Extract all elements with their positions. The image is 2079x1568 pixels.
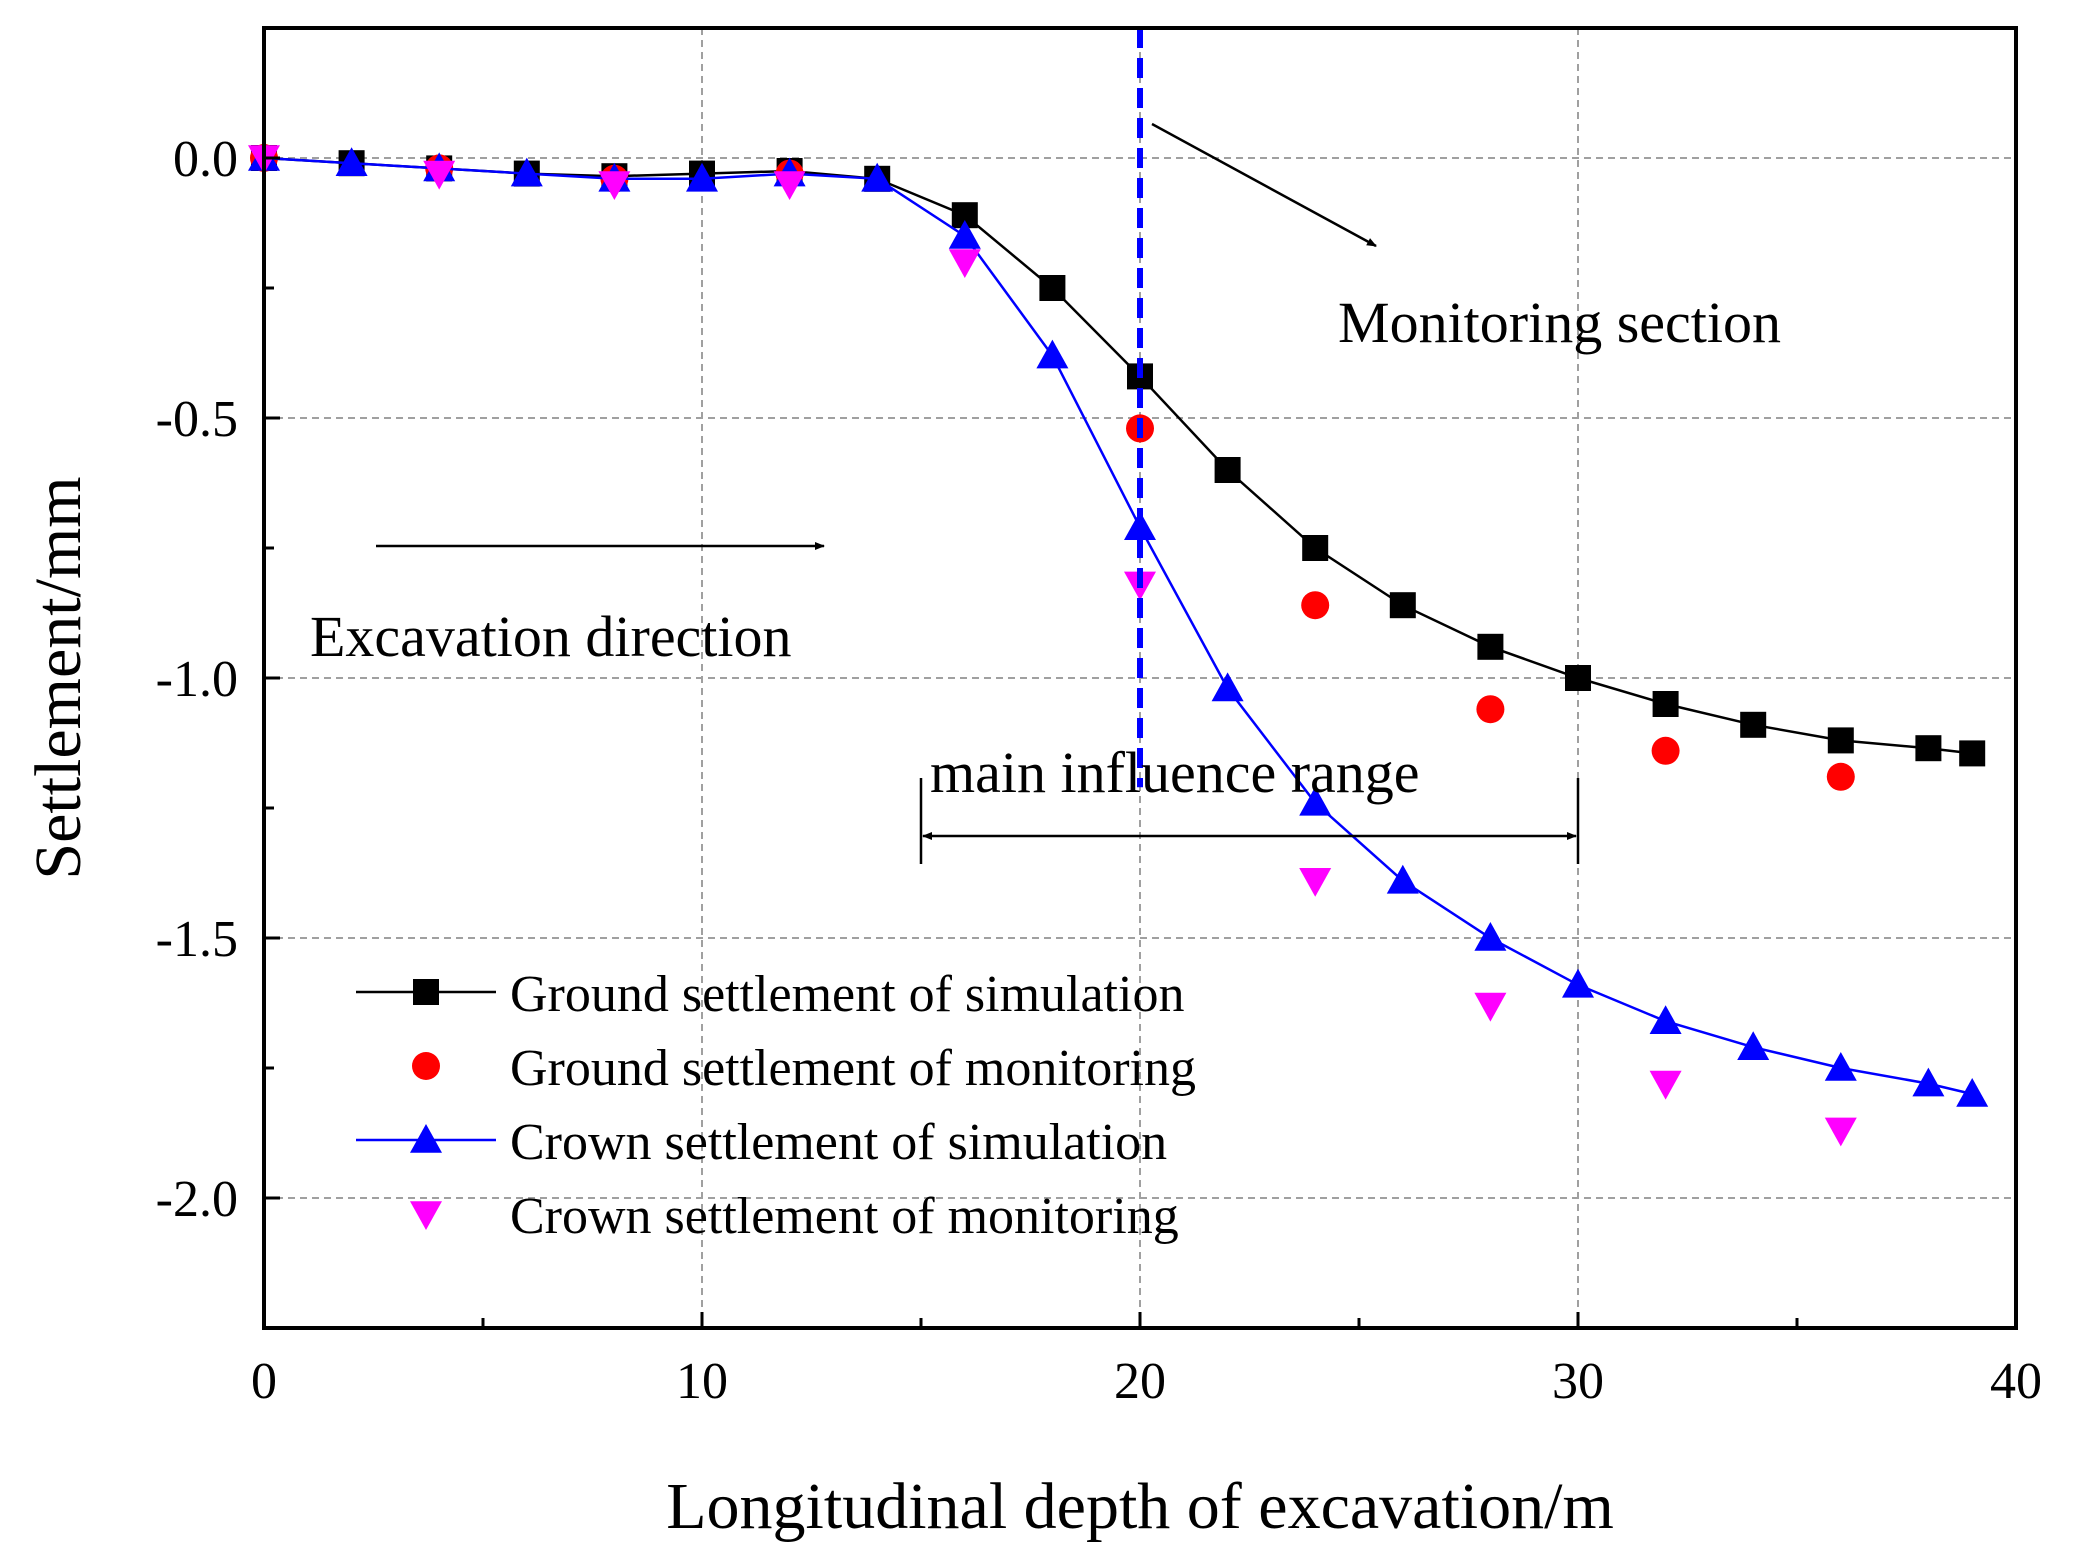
x-tick-label: 40 bbox=[1990, 1353, 2042, 1410]
x-axis-title: Longitudinal depth of excavation/m bbox=[666, 1470, 1614, 1543]
x-tick-label: 30 bbox=[1552, 1353, 1604, 1410]
triangle-down-point bbox=[423, 160, 456, 190]
triangle-up-point bbox=[1474, 922, 1507, 951]
x-tick-label: 10 bbox=[676, 1353, 728, 1410]
triangle-up-point bbox=[1299, 786, 1332, 816]
annotations: Monitoring section Excavation direction … bbox=[310, 28, 1781, 864]
triangle-up-point bbox=[686, 162, 718, 192]
triangle-up-point bbox=[1912, 1067, 1945, 1097]
circle-point bbox=[1301, 591, 1330, 620]
series-0 bbox=[251, 145, 1986, 767]
triangle-down-point bbox=[948, 249, 981, 278]
y-tick-label: -0.5 bbox=[156, 391, 238, 448]
square-point bbox=[1740, 711, 1767, 738]
triangle-up-point bbox=[410, 1124, 442, 1153]
triangle-up-point bbox=[1386, 864, 1419, 894]
triangle-up-point bbox=[1956, 1078, 1989, 1107]
square-point bbox=[1652, 691, 1679, 717]
square-point bbox=[1389, 592, 1416, 619]
y-tick-label: -1.0 bbox=[156, 651, 238, 708]
triangle-up-point bbox=[1649, 1005, 1682, 1034]
triangle-up-point bbox=[948, 220, 981, 249]
triangle-down-point bbox=[1474, 992, 1507, 1022]
triangle-down-point bbox=[773, 171, 806, 200]
y-tick-label: 0.0 bbox=[173, 131, 238, 188]
y-tick-label: -2.0 bbox=[156, 1171, 238, 1228]
monitoring-section-label: Monitoring section bbox=[1338, 290, 1781, 355]
circle-point bbox=[1826, 762, 1855, 791]
triangle-up-point bbox=[1824, 1052, 1857, 1081]
triangle-up-point bbox=[1737, 1031, 1770, 1060]
legend-item: Crown settlement of simulation bbox=[356, 1114, 1167, 1171]
influence-range-label: main influence range bbox=[930, 740, 1420, 805]
triangle-down-point bbox=[1649, 1070, 1682, 1100]
axes: 0 10 20 30 40 0.0 -0.5 -1.0 -1.5 -2.0 bbox=[156, 26, 2042, 1410]
triangle-down-point bbox=[410, 1201, 442, 1230]
triangle-down-point bbox=[598, 171, 631, 200]
x-tick-label: 0 bbox=[251, 1353, 277, 1410]
triangle-down-point bbox=[1299, 868, 1332, 897]
triangle-up-point bbox=[861, 162, 894, 192]
square-point bbox=[1214, 457, 1241, 483]
triangle-down-point bbox=[1824, 1117, 1857, 1147]
triangle-up-point bbox=[1036, 339, 1069, 369]
triangle-up-point bbox=[510, 157, 543, 187]
circle-point bbox=[1651, 736, 1680, 765]
square-point bbox=[1827, 727, 1854, 754]
square-point bbox=[1477, 633, 1504, 660]
square-point bbox=[1915, 735, 1942, 762]
square-point bbox=[1959, 740, 1986, 767]
legend-item: Crown settlement of monitoring bbox=[410, 1188, 1179, 1245]
legend: Ground settlement of simulation Ground se… bbox=[356, 966, 1196, 1245]
triangle-up-point bbox=[1211, 672, 1244, 702]
circle-point bbox=[412, 1052, 440, 1080]
excavation-direction-label: Excavation direction bbox=[310, 604, 792, 669]
legend-label: Crown settlement of simulation bbox=[510, 1114, 1167, 1171]
legend-label: Crown settlement of monitoring bbox=[510, 1188, 1179, 1245]
square-point bbox=[413, 979, 439, 1005]
y-tick-label: -1.5 bbox=[156, 911, 238, 968]
legend-label: Ground settlement of simulation bbox=[510, 966, 1184, 1023]
square-point bbox=[1565, 665, 1591, 691]
circle-point bbox=[1476, 695, 1505, 724]
legend-label: Ground settlement of monitoring bbox=[510, 1040, 1196, 1097]
legend-item: Ground settlement of simulation bbox=[356, 966, 1184, 1023]
y-axis-title: Settlement/mm bbox=[22, 476, 95, 879]
square-point bbox=[1302, 535, 1329, 561]
triangle-up-point bbox=[1562, 968, 1594, 998]
monitoring-section-arrow bbox=[1151, 122, 1377, 248]
square-point bbox=[1039, 275, 1066, 301]
series-1 bbox=[250, 144, 1855, 791]
triangle-up-point bbox=[335, 147, 368, 176]
x-tick-label: 20 bbox=[1114, 1353, 1166, 1410]
legend-item: Ground settlement of monitoring bbox=[412, 1040, 1196, 1097]
